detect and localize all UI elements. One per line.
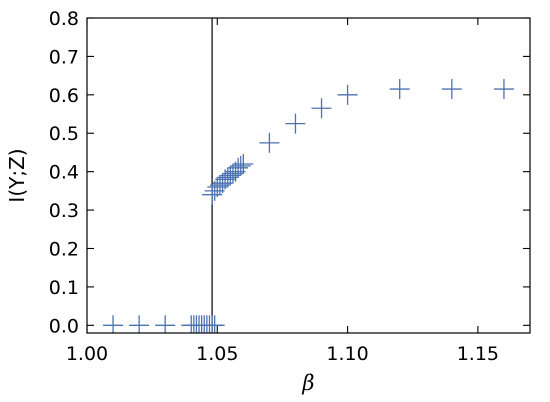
y-tick-label: 0.0 bbox=[49, 315, 79, 337]
data-point-marker bbox=[222, 163, 243, 184]
data-point-marker bbox=[259, 132, 280, 153]
data-point-marker bbox=[103, 315, 124, 333]
axes-layer bbox=[86, 17, 531, 334]
data-point-marker bbox=[202, 184, 223, 205]
data-point-marker bbox=[215, 169, 236, 190]
data-point-marker bbox=[441, 79, 462, 100]
y-tick-label: 0.5 bbox=[49, 123, 79, 145]
data-point-marker bbox=[204, 315, 225, 333]
y-tick-label: 0.7 bbox=[49, 46, 79, 68]
y-tick-label: 0.2 bbox=[49, 238, 79, 260]
data-point-marker bbox=[209, 175, 230, 196]
data-point-marker bbox=[233, 153, 254, 174]
data-point-marker bbox=[212, 173, 233, 194]
data-point-marker bbox=[204, 180, 225, 201]
data-point-marker bbox=[337, 84, 358, 105]
x-tick-label: 1.15 bbox=[457, 343, 499, 365]
y-tick-label: 0.4 bbox=[49, 162, 79, 184]
data-point-marker bbox=[389, 79, 410, 100]
data-point-marker bbox=[155, 315, 176, 333]
x-tick-label: 1.05 bbox=[196, 343, 238, 365]
x-axis-label: β bbox=[301, 371, 314, 395]
x-tick-label: 1.10 bbox=[326, 343, 368, 365]
plot-frame bbox=[86, 17, 531, 334]
data-point-marker bbox=[493, 79, 514, 100]
x-tick-label: 1.00 bbox=[66, 343, 108, 365]
data-point-marker bbox=[228, 157, 249, 178]
y-tick-label: 0.1 bbox=[49, 277, 79, 299]
ticks-layer: 1.00 1.05 1.10 1.15 0.0 0.1 0.2 0.3 0.4 0.5 0.6 0.7… bbox=[49, 8, 530, 365]
y-tick-label: 0.6 bbox=[49, 85, 79, 107]
data-point-marker bbox=[225, 161, 246, 182]
data-point-marker bbox=[220, 165, 241, 186]
data-points-layer bbox=[103, 79, 514, 333]
y-tick-label: 0.3 bbox=[49, 200, 79, 222]
y-tick-label: 0.8 bbox=[49, 8, 79, 30]
data-point-marker bbox=[129, 315, 150, 333]
data-point-marker bbox=[285, 113, 306, 134]
data-point-marker bbox=[311, 98, 332, 119]
y-axis-label: I(Y;Z) bbox=[5, 148, 29, 202]
data-point-marker bbox=[207, 177, 228, 198]
data-point-marker bbox=[217, 167, 238, 188]
data-point-marker bbox=[230, 155, 251, 176]
